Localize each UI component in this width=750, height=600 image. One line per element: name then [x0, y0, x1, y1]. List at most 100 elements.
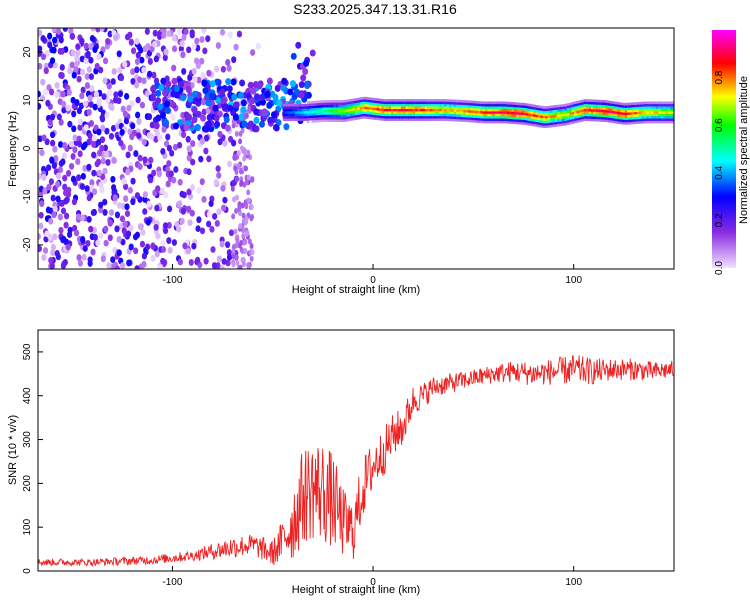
heatmap-cell — [39, 149, 45, 157]
heatmap-cell — [119, 128, 125, 136]
heatmap-cell — [141, 260, 147, 268]
heatmap-cell — [485, 111, 488, 114]
heatmap-cell — [607, 119, 611, 123]
heatmap-cell — [134, 81, 140, 89]
heatmap-cell — [403, 99, 406, 102]
heatmap-cell — [670, 113, 673, 117]
heatmap-cell — [388, 106, 392, 109]
heatmap-cell — [303, 59, 310, 67]
heatmap-cell — [166, 205, 173, 213]
heatmap-cell — [335, 116, 339, 120]
heatmap-cell — [525, 103, 529, 106]
heatmap-cell — [513, 111, 517, 115]
heatmap-cell — [340, 116, 344, 120]
heatmap-cell — [487, 106, 491, 109]
heatmap-cell — [407, 118, 411, 121]
heatmap-cell — [73, 65, 79, 73]
heatmap-cell — [470, 105, 474, 108]
heatmap-cell — [294, 113, 298, 117]
heatmap-cell — [110, 124, 117, 132]
heatmap-cell — [501, 120, 505, 124]
heatmap-cell — [605, 109, 608, 113]
heatmap-cell — [521, 114, 524, 118]
heatmap-cell — [54, 81, 60, 89]
heatmap-cell — [125, 168, 131, 176]
heatmap-cell — [63, 212, 70, 220]
heatmap-cell — [55, 195, 61, 203]
heatmap-y-tick-label: -10 — [22, 189, 33, 204]
heatmap-cell — [566, 117, 570, 121]
heatmap-cell — [201, 196, 207, 203]
heatmap-cell — [241, 120, 248, 128]
heatmap-cell — [513, 119, 517, 122]
heatmap-cell — [49, 57, 56, 65]
heatmap-cell — [302, 106, 305, 109]
heatmap-cell — [634, 107, 637, 110]
heatmap-cell — [247, 238, 252, 245]
heatmap-cell — [574, 115, 577, 119]
heatmap-cell — [530, 116, 534, 119]
heatmap-cell — [297, 106, 300, 109]
heatmap-cell — [535, 107, 539, 110]
heatmap-cell — [130, 78, 136, 85]
heatmap-cell — [314, 119, 317, 123]
heatmap-cell — [155, 232, 161, 240]
heatmap-cell — [185, 135, 191, 143]
heatmap-cell — [194, 37, 200, 45]
heatmap-cell — [383, 118, 387, 121]
heatmap-cell — [566, 122, 570, 126]
heatmap-cell — [617, 116, 621, 120]
heatmap-cell — [68, 162, 75, 170]
heatmap-cell — [338, 114, 341, 118]
heatmap-cell — [670, 103, 673, 107]
heatmap-cell — [460, 99, 464, 103]
heatmap-cell — [391, 111, 394, 114]
heatmap-cell — [634, 119, 637, 122]
heatmap-cell — [407, 113, 411, 117]
heatmap-cell — [117, 90, 124, 98]
heatmap-cell — [122, 220, 128, 228]
heatmap-cell — [166, 30, 172, 37]
heatmap-cell — [102, 167, 108, 175]
heatmap-cell — [190, 140, 196, 147]
heatmap-cell — [470, 107, 474, 111]
heatmap-cell — [249, 204, 254, 211]
heatmap-cell — [571, 114, 575, 117]
heatmap-cell — [309, 110, 312, 114]
heatmap-cell — [569, 109, 572, 113]
heatmap-cell — [540, 110, 543, 114]
heatmap-cell — [410, 118, 413, 121]
heatmap-cell — [196, 76, 202, 84]
heatmap-cell — [672, 103, 674, 107]
heatmap-cell — [420, 118, 423, 121]
heatmap-cell — [173, 122, 180, 130]
heatmap-cell — [335, 100, 339, 103]
heatmap-cell — [234, 130, 239, 137]
heatmap-cell — [60, 236, 66, 244]
heatmap-cell — [321, 112, 324, 115]
heatmap-cell — [583, 115, 587, 119]
heatmap-cell — [458, 111, 462, 115]
heatmap-cell — [670, 115, 673, 119]
heatmap-cell — [306, 106, 310, 109]
heatmap-cell — [270, 111, 277, 119]
heatmap-cell — [646, 115, 649, 119]
heatmap-cell — [497, 101, 500, 105]
heatmap-cell — [602, 112, 606, 115]
heatmap-cell — [415, 118, 418, 121]
heatmap-cell — [472, 120, 476, 123]
heatmap-cell — [576, 103, 580, 106]
heatmap-cell — [287, 115, 291, 119]
heatmap-cell — [540, 125, 543, 128]
heatmap-cell — [506, 113, 510, 117]
heatmap-cell — [201, 28, 207, 34]
heatmap-cell — [665, 113, 669, 117]
heatmap-cell — [456, 102, 459, 105]
heatmap-cell — [238, 130, 243, 137]
heatmap-x-label: Height of straight line (km) — [292, 284, 420, 296]
heatmap-cell — [118, 139, 124, 147]
heatmap-cell — [216, 255, 223, 263]
heatmap-cell — [282, 106, 286, 109]
heatmap-cell — [114, 265, 120, 269]
heatmap-cell — [374, 117, 377, 120]
